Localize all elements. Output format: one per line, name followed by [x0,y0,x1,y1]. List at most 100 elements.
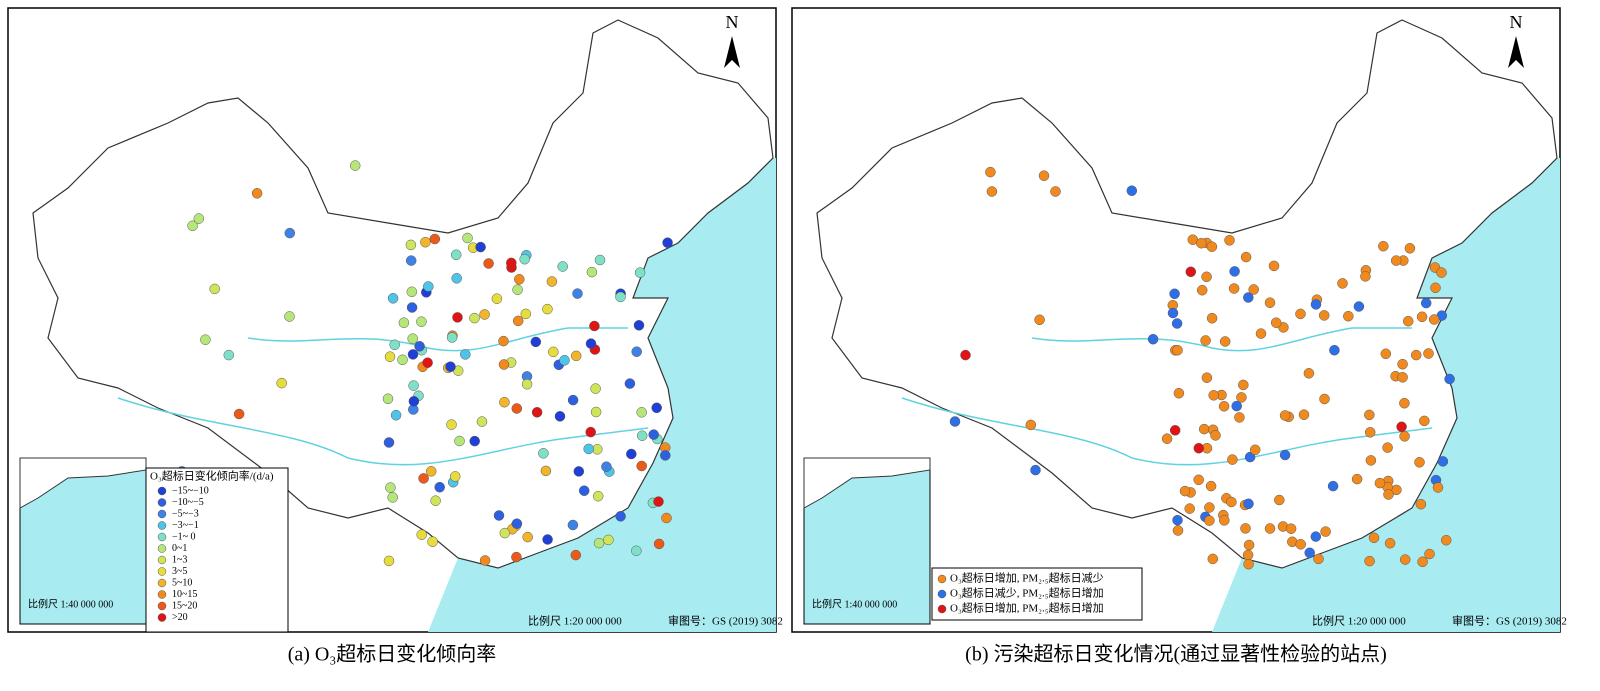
station [479,309,490,320]
station [1193,474,1204,486]
station [586,266,598,278]
station [1173,387,1185,399]
station [626,448,637,460]
legend-label: 10~15 [172,589,197,600]
station [521,378,533,390]
station [633,320,645,331]
station [1343,310,1354,322]
station [660,450,671,461]
legend-swatch [937,604,947,614]
station [1238,379,1249,391]
station [1430,282,1441,294]
station [1229,266,1240,277]
station [1270,317,1282,328]
station [483,258,494,269]
station [284,227,296,239]
station [1030,464,1041,476]
station [1329,344,1340,356]
station [631,346,642,357]
station [1419,415,1430,427]
north-label: N [726,12,739,32]
station [583,443,594,455]
station [382,393,394,405]
station [1198,423,1210,435]
station [1432,482,1444,493]
station [572,288,583,299]
station [1161,433,1173,444]
station [1208,390,1219,401]
legend-label: −10~−5 [172,497,204,508]
station [530,336,542,348]
station [592,490,604,502]
station [405,239,417,251]
station [1172,525,1184,536]
station [1440,534,1452,546]
station [1424,548,1435,560]
station [960,349,971,361]
station [476,416,488,427]
station [469,435,480,447]
station [407,333,418,344]
station [454,435,465,447]
station [519,253,530,265]
station [1244,451,1256,463]
station [570,549,582,561]
map-panel: N 比例尺 1:40 000 000 比例尺 1:20 000 000 审图号：GS … [7,7,783,633]
station [1268,260,1280,272]
legend-swatch [157,601,167,611]
north-arrow [724,36,740,68]
station [522,531,533,543]
station [651,402,662,414]
inset-scale: 比例尺 1:40 000 000 [812,597,897,610]
station [223,349,235,361]
station [567,394,579,406]
station [1310,531,1322,542]
station [1360,271,1371,282]
legend-label: >20 [172,612,188,623]
legend-swatch [157,613,167,622]
station [1374,477,1386,489]
station [1414,457,1425,468]
station [570,350,582,362]
station [1179,485,1191,497]
station [384,351,396,362]
station [1169,425,1181,436]
station [200,334,211,345]
legend-label: −5~−3 [172,508,199,519]
station [636,407,647,418]
station [506,257,517,269]
station [1396,421,1407,433]
station [514,274,525,285]
station [349,160,361,171]
station [1205,480,1217,492]
inset-scale: 比例尺 1:40 000 000 [28,597,113,610]
station [460,349,471,360]
station [520,308,532,320]
station [1378,240,1389,252]
station [1298,409,1310,420]
station [1279,449,1291,461]
station [193,213,205,224]
station [1303,368,1315,379]
station [425,466,437,477]
station [479,555,491,566]
station [1417,556,1428,568]
station [557,261,568,272]
station [422,357,433,368]
legend-label: −3~−1 [172,520,199,531]
legend-swatch [157,486,167,496]
station [420,236,431,248]
station [427,536,438,547]
review-number: 审图号：GS (2019) 3082 [1452,614,1567,628]
station [589,320,600,332]
station [405,255,417,266]
station [1243,292,1254,303]
legend-swatch [157,578,167,588]
legend-label: 5~10 [172,577,192,588]
station [1304,547,1315,559]
station [430,495,441,506]
station [601,461,612,472]
station [1147,333,1159,345]
station [1200,335,1211,346]
legend-title: O₃超标日变化倾向率/(d/a) [150,469,274,483]
